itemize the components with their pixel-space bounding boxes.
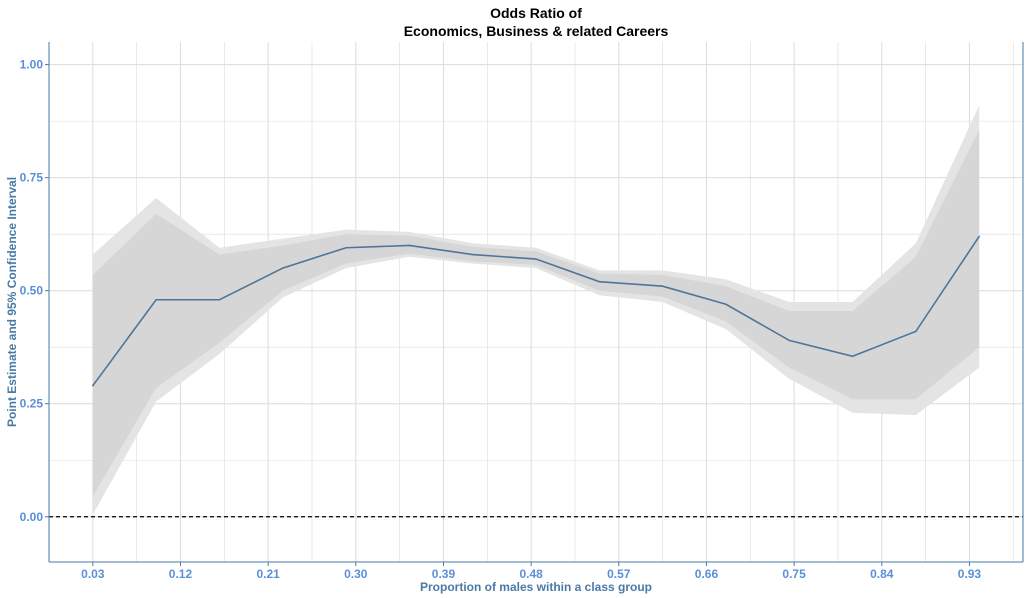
x-tick-label: 0.21 [256,567,280,581]
estimate-point [92,384,94,387]
estimate-point [725,303,727,306]
y-tick-label: 0.75 [20,171,44,185]
estimate-point [218,298,221,301]
y-axis-title: Point Estimate and 95% Confidence Interv… [5,177,19,427]
estimate-line-layer [92,235,980,387]
ci-inner-band [92,130,980,497]
estimate-point [851,355,854,358]
estimate-point [155,298,157,301]
y-tick-label: 1.00 [20,58,44,72]
x-tick-label: 0.93 [958,567,982,581]
y-tick-label: 0.25 [20,397,44,411]
y-tick-label: 0.00 [20,510,44,524]
estimate-point [598,280,601,283]
ci-outer-band [92,105,980,515]
chart-title-line-2: Economics, Business & related Careers [404,23,669,39]
estimate-point [915,330,917,333]
estimate-point [408,244,411,247]
y-tick-label: 0.50 [20,284,44,298]
x-tick-labels: 0.03 0.12 0.21 0.30 0.39 0.48 0.57 0.66 0.75 0.84… [81,567,981,581]
x-tick-label: 0.30 [344,567,368,581]
confidence-band-layer [92,105,980,515]
estimate-point [535,258,537,260]
axis-layer [45,42,1024,566]
x-tick-label: 0.03 [81,567,105,581]
grid-layer [48,42,1023,562]
x-tick-label: 0.75 [782,567,806,581]
x-tick-label: 0.66 [695,567,719,581]
estimate-point [345,246,347,249]
estimate-point [661,285,664,287]
x-tick-label: 0.12 [169,567,193,581]
x-tick-label: 0.57 [607,567,631,581]
estimate-point [471,253,474,256]
estimate-point [281,267,284,269]
y-tick-labels: 0.00 0.25 0.50 0.75 1.00 [20,58,44,524]
estimate-point [978,235,980,238]
x-axis-title: Proportion of males within a class group [420,580,652,594]
x-tick-label: 0.48 [519,567,543,581]
estimate-point [788,339,791,342]
x-tick-label: 0.84 [870,567,894,581]
chart-title-line-1: Odds Ratio of [490,5,582,21]
x-tick-label: 0.39 [432,567,456,581]
